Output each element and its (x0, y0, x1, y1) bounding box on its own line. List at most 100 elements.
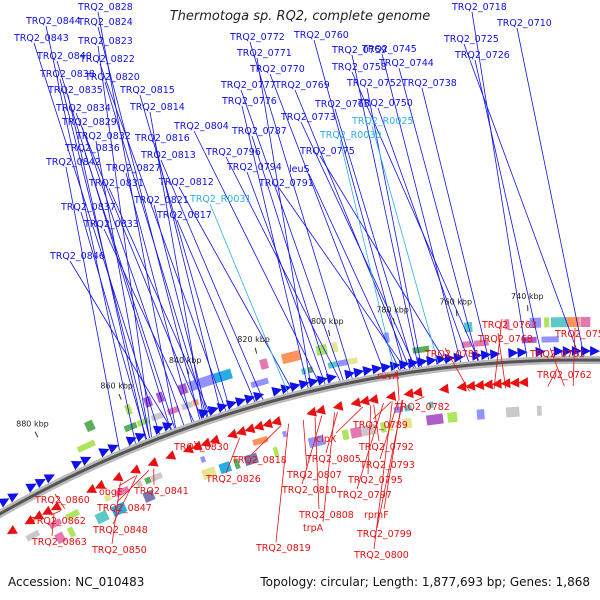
kbp-tick-label: 780 kbp (376, 305, 409, 314)
kbp-tick-label: 800 kbp (311, 317, 344, 326)
forward-gene-label: TRQ2_0817 (156, 210, 212, 221)
forward-gene-label: TRQ2_0844 (25, 16, 81, 27)
gc-block (428, 401, 434, 409)
kbp-tick-mark (186, 368, 190, 375)
reverse-gene-arrow (500, 378, 511, 389)
forward-gene-arrow (517, 347, 528, 358)
leader-line (269, 73, 385, 373)
reverse-gene-label: TRQ2_0795 (347, 475, 403, 486)
reverse-gene-label: TRQ2_0808 (298, 510, 354, 521)
reverse-gene-label: TRQ2_0782 (394, 402, 450, 413)
leader-line (97, 11, 177, 428)
cog-block (447, 411, 458, 423)
label-leader-lines (33, 11, 585, 550)
gc-block (461, 340, 472, 348)
forward-gene-arrow (553, 346, 564, 357)
cog-block (212, 368, 233, 384)
reverse-gene-label: TRQ2_0762 (536, 370, 592, 381)
leader-line (45, 25, 136, 444)
gc-block (412, 345, 430, 354)
rna-gene-label: TRQ2_R0025 (351, 116, 413, 127)
reverse-gene-label: TRQ2_0818 (231, 455, 287, 466)
leader-line (381, 53, 461, 363)
forward-gene-label: TRQ2_0796 (205, 147, 261, 158)
forward-gene-label: TRQ2_0815 (119, 85, 175, 96)
reverse-gene-arrow (147, 457, 159, 467)
forward-gene-label: TRQ2_0745 (361, 44, 417, 55)
leader-line (33, 42, 160, 434)
leader-line (325, 411, 338, 454)
leader-line (56, 60, 171, 430)
leader-line (335, 406, 364, 434)
reverse-gene-arrow (403, 388, 414, 399)
reverse-gene-label: TRQ2_0797 (336, 490, 392, 501)
forward-gene-arrow (271, 386, 283, 397)
cog-block (201, 466, 218, 481)
reverse-gene-arrow (271, 415, 282, 426)
leader-line (294, 89, 410, 369)
leader-line (103, 228, 195, 422)
forward-gene-arrow (125, 436, 137, 446)
reverse-gene-arrow (350, 397, 361, 408)
forward-gene-arrow (98, 448, 110, 458)
forward-gene-label: TRQ2_0765 (314, 99, 370, 110)
reverse-gene-arrow (24, 515, 36, 525)
forward-gene-label: TRQ2_0840 (36, 51, 92, 62)
reverse-gene-label: TRQ2_0793 (359, 460, 415, 471)
cog-block (504, 319, 510, 330)
cog-block (379, 421, 387, 433)
reverse-gene-label: TRQ2_0860 (34, 495, 90, 506)
gc-block (300, 368, 307, 375)
reverse-gene-arrow (112, 471, 124, 482)
forward-gene-arrow (7, 493, 19, 503)
reverse-gene-arrow (332, 400, 344, 411)
forward-gene-label: TRQ2_0776 (221, 96, 277, 107)
forward-gene-label: TRQ2_0744 (378, 58, 434, 69)
reverse-gene-label: TRQ2_0819 (255, 543, 311, 554)
leader-line (314, 417, 320, 510)
kbp-tick-label: 740 kbp (511, 292, 544, 301)
cog-block (476, 409, 485, 420)
kbp-tick-mark (455, 310, 458, 317)
reverse-gene-arrow (209, 434, 221, 445)
reverse-gene-label: TRQ2_0768 (477, 334, 533, 345)
reverse-gene-arrow (262, 418, 273, 428)
cog-block (142, 489, 156, 503)
cog-block (280, 350, 302, 365)
leader-line (366, 87, 422, 367)
forward-gene-arrow (80, 456, 92, 466)
forward-gene-arrow (444, 353, 455, 364)
gc-block (521, 336, 537, 344)
forward-gene-label: TRQ2_0718 (451, 2, 507, 13)
forward-gene-label: TRQ2_0794 (226, 162, 282, 173)
gc-block (282, 430, 288, 438)
forward-gene-arrow (43, 474, 55, 484)
reverse-gene-arrow (385, 390, 397, 401)
forward-gene-arrow (398, 359, 410, 370)
leader-line (104, 81, 208, 418)
forward-gene-label: TRQ2_0760 (293, 30, 349, 41)
reverse-gene-label: TRQ2_0810 (281, 485, 337, 496)
forward-gene-label: TRQ2_0835 (47, 85, 103, 96)
leader-line (301, 415, 323, 485)
forward-gene-arrow (562, 346, 573, 357)
reverse-gene-arrow (42, 505, 53, 515)
gc-block (346, 357, 359, 365)
reverse-gene-label: clpX (316, 434, 337, 445)
forward-gene-label: TRQ2_0772 (229, 32, 285, 43)
gc-block (404, 404, 413, 412)
leader-line (322, 412, 335, 523)
leader-line (493, 318, 503, 390)
forward-gene-label: TRQ2_0842 (45, 157, 101, 168)
leader-line (80, 211, 147, 440)
leader-line (50, 510, 61, 516)
reverse-gene-label: TRQ2_0756 (554, 329, 600, 340)
kbp-tick-mark (328, 329, 331, 337)
gc-block (114, 485, 130, 498)
forward-gene-label: TRQ2_0828 (77, 2, 133, 13)
forward-gene-label: TRQ2_0738 (401, 78, 457, 89)
forward-gene-arrow (362, 366, 374, 376)
forward-gene-arrow (207, 406, 219, 416)
leader-line (118, 475, 136, 487)
reverse-gene-arrow (438, 383, 449, 394)
